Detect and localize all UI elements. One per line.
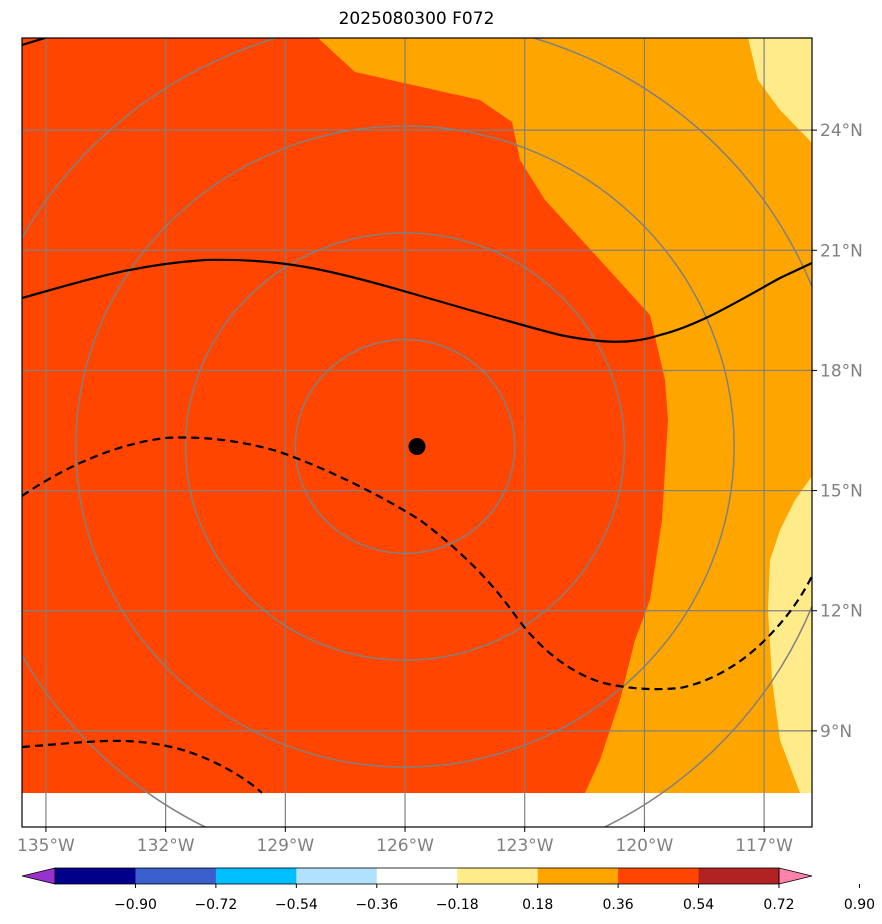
contour-dashed [22,436,812,691]
latitude-label: 24°N [820,121,863,141]
latitude-label: 15°N [820,482,863,502]
contour-solid [22,258,812,343]
latitude-label: 21°N [820,241,863,261]
longitude-label: 126°W [376,836,434,856]
colorbar-label: 0.18 [522,897,553,913]
colorbar-segment [537,868,619,884]
map-frame [21,37,813,828]
latitude-axis: 24°N 21°N 18°N 15°N 12°N 9°N [812,121,863,742]
colorbar-label: −0.36 [355,897,398,913]
colorbar-label: 0.54 [683,897,714,913]
colorbar-label: −0.54 [275,897,318,913]
colorbar-segment [215,868,297,884]
latitude-label: 9°N [820,722,852,742]
longitude-label: 117°W [735,836,793,856]
longitude-label: 120°W [616,836,674,856]
contour-solid-corner [22,38,46,47]
latitude-label: 12°N [820,602,863,622]
colorbar-extend-low [21,867,56,885]
map-area [22,38,812,827]
longitude-axis: 135°W 132°W 129°W 126°W 123°W 120°W 117°W [17,827,793,856]
colorbar-segment [55,868,136,884]
colorbar-extend-high [778,867,813,885]
storm-center-marker [408,438,426,456]
shaded-region-0.36-south [768,476,812,793]
colorbar-segment [296,868,378,884]
no-data-strip [22,793,812,827]
longitude-label: 135°W [17,836,75,856]
range-ring [184,232,626,661]
longitude-label: 123°W [496,836,554,856]
longitude-label: 132°W [137,836,195,856]
contour-dashed-south [22,739,263,794]
longitude-label: 129°W [256,836,314,856]
colorbar-label: 0.36 [603,897,634,913]
range-ring [75,125,735,768]
colorbar-segment [698,868,780,884]
colorbar-segment [618,868,700,884]
colorbar-segment [376,868,458,884]
colorbar-frame [54,867,780,885]
latitude-label: 18°N [820,361,863,381]
shaded-region-0.54 [318,38,812,793]
colorbar-label: 0.90 [844,897,875,913]
colorbar-segment [135,868,217,884]
colorbar-label: −0.72 [194,897,237,913]
map-title: 2025080300 F072 [338,9,495,29]
colorbar-label: −0.18 [436,897,479,913]
colorbar-label: 0.72 [763,897,794,913]
range-ring [294,338,516,555]
colorbar-label: −0.90 [114,897,157,913]
colorbar: −0.90 −0.72 −0.54 −0.36 −0.18 0.18 0.36 0.54 0.7… [21,867,875,913]
colorbar-segment [457,868,539,884]
